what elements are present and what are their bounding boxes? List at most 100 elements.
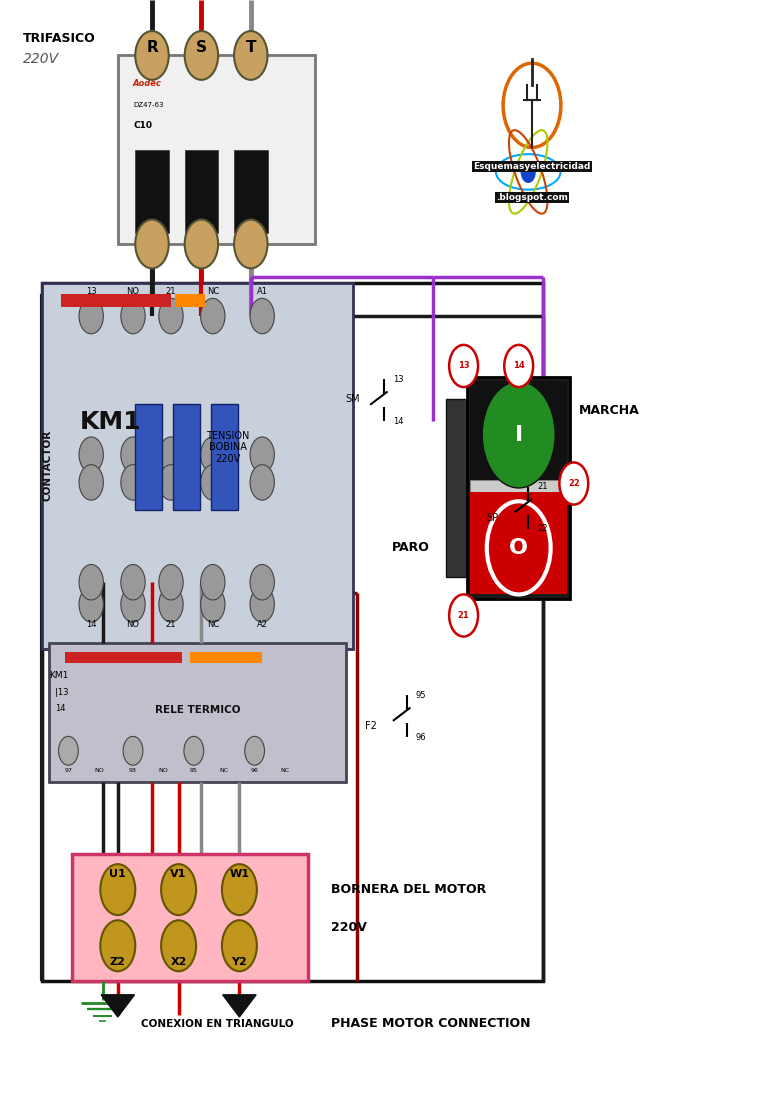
Text: .blogspot.com: .blogspot.com [496, 193, 568, 202]
Text: 96: 96 [251, 769, 258, 773]
Text: 93: 93 [129, 769, 137, 773]
Text: NO: NO [126, 620, 140, 629]
Bar [470, 381, 567, 488]
Circle shape [100, 920, 135, 971]
Text: MARCHA: MARCHA [579, 404, 640, 417]
Circle shape [159, 587, 183, 622]
Bar [211, 405, 238, 510]
Circle shape [121, 298, 145, 334]
Text: 14: 14 [393, 417, 404, 426]
Text: KM1: KM1 [49, 671, 68, 680]
Text: 22: 22 [568, 479, 580, 488]
Bar [135, 405, 162, 510]
Text: SP: SP [486, 512, 499, 523]
Text: V1: V1 [170, 868, 187, 879]
Bar [72, 854, 308, 981]
Circle shape [245, 736, 264, 765]
Text: O: O [509, 538, 528, 558]
Circle shape [121, 437, 145, 472]
Text: TENSION
BOBINA
220V: TENSION BOBINA 220V [206, 431, 250, 464]
Circle shape [161, 920, 196, 971]
Text: NC: NC [280, 769, 290, 773]
Bar [173, 405, 200, 510]
Text: I: I [515, 425, 523, 445]
Text: A1: A1 [257, 287, 268, 296]
Text: NO: NO [126, 287, 140, 296]
Bar [175, 294, 205, 307]
Circle shape [559, 462, 588, 505]
Circle shape [159, 437, 183, 472]
Text: 97: 97 [65, 769, 72, 773]
Bar [470, 480, 567, 495]
Text: CONTACTOR: CONTACTOR [43, 430, 53, 501]
Circle shape [449, 594, 478, 637]
Circle shape [234, 31, 268, 80]
Circle shape [487, 501, 550, 594]
Circle shape [79, 437, 103, 472]
Circle shape [159, 298, 183, 334]
Text: NC: NC [220, 769, 229, 773]
Circle shape [250, 587, 274, 622]
Text: 220V: 220V [331, 922, 366, 935]
Bar [42, 283, 353, 649]
Text: S: S [196, 40, 207, 55]
Text: 13: 13 [458, 362, 470, 370]
Text: 95: 95 [190, 769, 198, 773]
Text: DZ47-63: DZ47-63 [133, 102, 163, 109]
Text: 21: 21 [537, 482, 548, 491]
Text: PARO: PARO [391, 541, 429, 554]
Circle shape [135, 31, 169, 80]
Text: PHASE MOTOR CONNECTION: PHASE MOTOR CONNECTION [331, 1017, 530, 1030]
Circle shape [79, 587, 103, 622]
Text: SM: SM [346, 394, 360, 405]
Text: 13: 13 [86, 287, 97, 296]
Text: F2: F2 [365, 721, 377, 732]
Circle shape [222, 864, 257, 915]
Text: 21: 21 [166, 620, 176, 629]
Text: T: T [245, 40, 256, 55]
Circle shape [250, 465, 274, 500]
Bar [135, 150, 169, 233]
Text: RELE TERMICO: RELE TERMICO [155, 704, 240, 715]
Text: 21: 21 [458, 611, 470, 620]
Text: Esquemasyelectricidad: Esquemasyelectricidad [473, 162, 591, 171]
Text: CONEXION EN TRIANGULO: CONEXION EN TRIANGULO [141, 1018, 293, 1029]
Text: 13: 13 [393, 375, 404, 384]
Circle shape [250, 298, 274, 334]
Bar [446, 399, 469, 577]
Text: 96: 96 [416, 733, 426, 742]
Bar [470, 492, 567, 594]
Circle shape [250, 437, 274, 472]
Circle shape [79, 298, 103, 334]
Polygon shape [223, 995, 256, 1017]
Circle shape [59, 736, 78, 765]
Circle shape [201, 437, 225, 472]
Text: R: R [146, 40, 158, 55]
Circle shape [201, 564, 225, 600]
Circle shape [201, 465, 225, 500]
Text: NO: NO [159, 769, 168, 773]
Bar [65, 652, 182, 663]
Text: NC: NC [207, 287, 219, 296]
Bar [42, 283, 543, 981]
Text: 14: 14 [86, 620, 97, 629]
Circle shape [123, 736, 143, 765]
Circle shape [135, 220, 169, 268]
Circle shape [161, 864, 196, 915]
Text: 14: 14 [55, 704, 66, 713]
Circle shape [483, 381, 555, 488]
Polygon shape [101, 995, 135, 1017]
Bar [467, 377, 570, 599]
Text: TRIFASICO: TRIFASICO [23, 32, 96, 45]
Circle shape [201, 298, 225, 334]
Circle shape [100, 864, 135, 915]
Circle shape [449, 345, 478, 387]
Circle shape [121, 465, 145, 500]
Text: 14: 14 [513, 362, 524, 370]
Text: U1: U1 [109, 868, 126, 879]
Text: C10: C10 [133, 121, 152, 130]
Circle shape [185, 31, 218, 80]
Text: Aodec: Aodec [133, 79, 162, 88]
Circle shape [184, 736, 204, 765]
Circle shape [121, 564, 145, 600]
